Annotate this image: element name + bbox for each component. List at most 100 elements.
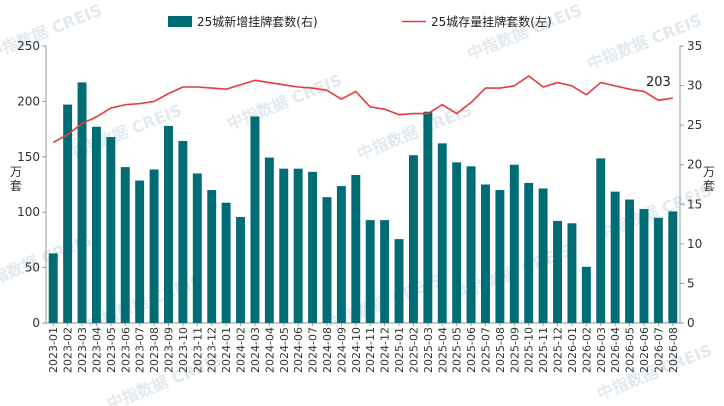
bar (567, 223, 577, 323)
bar (164, 125, 173, 323)
x-tick-label: 2024-10 (350, 327, 363, 373)
left-axis-unit: 万套 (10, 165, 22, 193)
x-tick-label: 2024-01 (220, 327, 233, 373)
legend-swatch-bars (168, 16, 192, 27)
bar (135, 180, 145, 323)
x-tick-label: 2024-08 (321, 327, 334, 373)
x-tick-label: 2025-04 (436, 327, 449, 373)
x-tick-label: 2026-08 (667, 327, 680, 373)
line-path (52, 75, 673, 144)
right-tick-label: 20 (687, 158, 702, 172)
bar (120, 167, 130, 323)
line-end-annotation: 203 (646, 75, 671, 90)
x-tick-label: 2025-05 (451, 327, 464, 373)
watermark-text: 中指数据 CREIS (464, 0, 584, 63)
bar (553, 220, 562, 323)
watermark-text: 中指数据 CREIS (0, 0, 105, 63)
right-tick-label: 35 (687, 39, 702, 53)
left-tick-label: 50 (25, 261, 40, 275)
bar (495, 190, 505, 323)
bar (236, 216, 245, 323)
x-tick-label: 2024-03 (249, 327, 262, 373)
bar (596, 158, 606, 323)
x-tick-label: 2025-03 (422, 327, 435, 373)
bar (437, 143, 447, 323)
x-tick-label: 2023-09 (162, 327, 175, 373)
watermark-text: 中指数据 CREIS (224, 70, 344, 133)
x-tick-label: 2025-08 (494, 327, 507, 373)
left-tick-label: 200 (17, 94, 40, 108)
left-tick-label: 100 (17, 205, 40, 219)
x-tick-label: 2025-12 (552, 327, 565, 373)
bar (653, 217, 663, 323)
x-tick-label: 2024-04 (263, 327, 276, 373)
x-tick-label: 2023-12 (206, 327, 219, 373)
bar (279, 168, 289, 323)
x-tick-label: 2025-09 (508, 327, 521, 373)
x-tick-label: 2025-01 (393, 327, 406, 373)
x-tick-label: 2024-05 (278, 327, 291, 373)
bar (581, 266, 591, 323)
x-tick-label: 2025-10 (523, 327, 536, 373)
right-tick-label: 10 (687, 237, 702, 251)
x-tick-label: 2023-10 (177, 327, 190, 373)
right-tick-label: 30 (687, 79, 702, 93)
bar (466, 166, 476, 323)
x-tick-label: 2026-03 (595, 327, 608, 373)
right-tick-label: 15 (687, 197, 702, 211)
bar (538, 188, 548, 323)
bar (149, 169, 159, 323)
bar (192, 173, 202, 323)
x-tick-labels: 2023-01 2023-02 2023-03 2023-04 2023-05 2023-… (47, 323, 680, 373)
bar (250, 116, 260, 324)
bar (178, 140, 188, 323)
x-tick-label: 2023-07 (134, 327, 147, 373)
x-tick-label: 2024-06 (292, 327, 305, 373)
bar (394, 239, 404, 323)
x-tick-label: 2026-07 (652, 327, 665, 373)
x-tick-label: 2023-08 (148, 327, 161, 373)
x-tick-label: 2026-02 (580, 327, 593, 373)
bar (91, 126, 101, 324)
x-tick-label: 2025-02 (407, 327, 420, 373)
x-tick-label: 2024-02 (235, 327, 248, 373)
x-tick-label: 2025-11 (537, 327, 550, 373)
bar (423, 111, 433, 323)
bar (625, 199, 635, 323)
bar (524, 182, 534, 323)
x-tick-label: 2023-01 (47, 327, 60, 373)
bar (77, 82, 87, 323)
bar (509, 164, 519, 323)
bar (264, 157, 274, 323)
line-series (52, 75, 673, 144)
x-tick-label: 2025-07 (479, 327, 492, 373)
legend-label-bars: 25城新增挂牌套数(右) (197, 14, 318, 29)
left-tick-label: 0 (32, 316, 40, 330)
bar (668, 211, 678, 323)
x-tick-label: 2024-07 (307, 327, 320, 373)
bar (207, 190, 217, 323)
x-tick-label: 2026-05 (624, 327, 637, 373)
legend-label-line: 25城存量挂牌套数(左) (431, 14, 552, 29)
bar (293, 168, 303, 323)
x-tick-label: 2024-12 (379, 327, 392, 373)
x-tick-label: 2023-05 (105, 327, 118, 373)
x-tick-label: 2023-11 (191, 327, 204, 373)
x-tick-label: 2026-04 (609, 327, 622, 373)
right-tick-label: 5 (687, 276, 695, 290)
x-tick-label: 2024-11 (364, 327, 377, 373)
bar (380, 220, 390, 323)
left-tick-label: 150 (17, 150, 40, 164)
x-tick-label: 2024-09 (335, 327, 348, 373)
bar (610, 191, 620, 323)
bar (308, 171, 318, 323)
x-tick-label: 2023-02 (62, 327, 75, 373)
bar (452, 162, 462, 323)
bar-series (48, 82, 678, 324)
x-tick-label: 2026-01 (566, 327, 579, 373)
x-tick-label: 2023-04 (90, 327, 103, 373)
bar (481, 184, 490, 323)
bar (336, 186, 346, 323)
x-tick-label: 2023-03 (76, 327, 89, 373)
